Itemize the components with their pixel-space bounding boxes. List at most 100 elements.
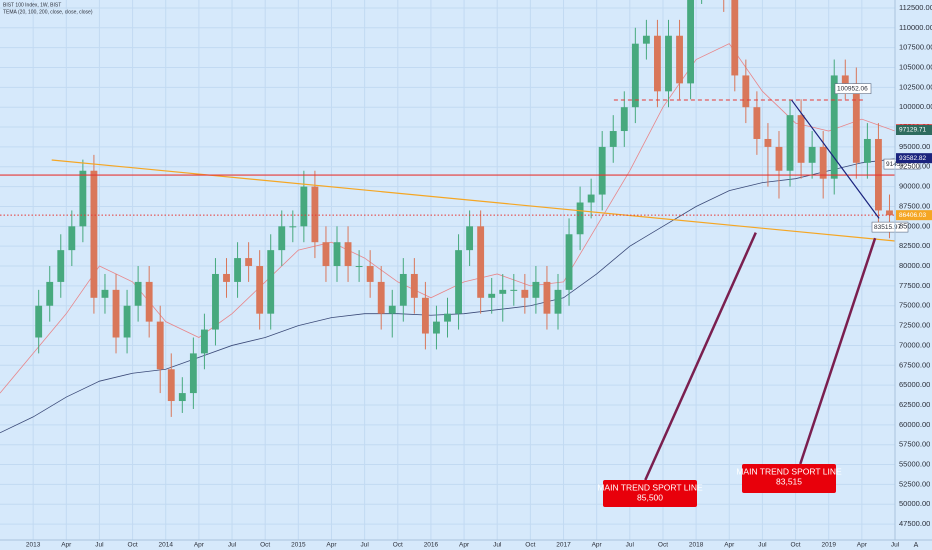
- x-tick-label: Apr: [61, 542, 72, 549]
- moving-average: [0, 43, 895, 394]
- y-tick-label: 87500.00: [899, 201, 930, 210]
- candle-body: [123, 305, 131, 338]
- annotation-text: 85,500: [637, 492, 663, 502]
- y-tick-label: 102500.00: [899, 82, 932, 91]
- chart-title: BIST 100 Index, 1W, BIST: [3, 2, 61, 8]
- candle-body: [322, 242, 330, 267]
- candle-body: [499, 289, 507, 294]
- price-tag-label: 86406.03: [899, 212, 926, 219]
- y-tick-label: 72500.00: [899, 321, 930, 330]
- callout-label: 83515.97: [874, 224, 901, 231]
- y-tick-label: 65000.00: [899, 380, 930, 389]
- y-tick-label: 107500.00: [899, 43, 932, 52]
- candle-body: [300, 186, 308, 227]
- x-tick-label: Apr: [459, 542, 470, 549]
- candle-body: [466, 226, 474, 251]
- candle-body: [57, 250, 65, 282]
- annotation-text: MAIN TREND SPORT LINE: [597, 482, 703, 492]
- candle-body: [676, 35, 683, 84]
- candle-body: [532, 281, 540, 298]
- candle-body: [200, 329, 208, 354]
- x-tick-label: Oct: [658, 542, 668, 549]
- candle-body: [333, 242, 341, 267]
- y-tick-label: 80000.00: [899, 261, 930, 270]
- candle-body: [156, 321, 164, 370]
- y-tick-label: 70000.00: [899, 340, 930, 349]
- x-tick-label: 2013: [26, 542, 41, 549]
- candle-body: [79, 170, 87, 227]
- candle-body: [841, 75, 849, 84]
- candle-body: [753, 107, 761, 139]
- callout-label: 100952.06: [837, 85, 868, 92]
- candle-body: [886, 210, 893, 216]
- candle-body: [654, 35, 661, 92]
- y-tick-label: 100000.00: [899, 102, 932, 111]
- y-tick-label: 50000.00: [899, 499, 930, 508]
- annotation-text: 83,515: [776, 476, 802, 486]
- annotation-box: [603, 480, 697, 507]
- candle-body: [421, 297, 429, 334]
- candle-body: [234, 258, 241, 282]
- y-tick-label: 62500.00: [899, 400, 930, 409]
- x-tick-label: 2018: [689, 542, 704, 549]
- y-tick-label: 60000.00: [899, 420, 930, 429]
- candle-body: [366, 266, 374, 282]
- x-tick-label: Jul: [95, 542, 104, 549]
- x-tick-label: Jul: [360, 542, 369, 549]
- price-tag: [896, 153, 932, 164]
- candle-body: [377, 281, 385, 314]
- y-tick-label: 112500.00: [899, 3, 932, 12]
- candle-body: [587, 194, 595, 203]
- indicator-title: TEMA (20, 100, 200, close, close, close): [3, 9, 93, 15]
- candle-body: [830, 75, 838, 179]
- y-tick-label: 75000.00: [899, 301, 930, 310]
- candle-body: [764, 138, 772, 147]
- x-tick-label: Apr: [857, 542, 868, 549]
- x-tick-label: Jul: [493, 542, 502, 549]
- candle-body: [687, 0, 695, 84]
- x-tick-label: Oct: [525, 542, 535, 549]
- x-tick-label: Oct: [260, 542, 270, 549]
- price-tag: [896, 124, 932, 135]
- candle-body: [455, 250, 462, 314]
- candle-body: [576, 202, 584, 235]
- candle-body: [35, 305, 43, 338]
- candle-body: [731, 0, 739, 76]
- candle-body: [543, 281, 551, 314]
- x-tick-label: Jul: [228, 542, 237, 549]
- y-tick-label: 105000.00: [899, 62, 932, 71]
- candle-body: [488, 293, 496, 298]
- x-tick-label: Apr: [724, 542, 735, 549]
- candle-body: [311, 186, 319, 243]
- candle-body: [444, 313, 451, 322]
- x-tick-label: 2014: [159, 542, 174, 549]
- candle-body: [46, 281, 54, 306]
- candle-body: [344, 242, 352, 267]
- callout-box: [834, 83, 872, 94]
- candle-body: [145, 281, 153, 322]
- candle-body: [642, 35, 650, 44]
- y-tick-label: 52500.00: [899, 479, 930, 488]
- candle-body: [808, 146, 816, 163]
- annotation-text: MAIN TREND SPORT LINE: [736, 466, 842, 476]
- y-tick-label: 110000.00: [899, 23, 932, 32]
- annotation-box: [742, 464, 836, 493]
- x-tick-label: 2017: [556, 542, 571, 549]
- candle-body: [90, 170, 98, 298]
- candle-body: [852, 83, 860, 163]
- candle-body: [101, 289, 109, 298]
- candle-body: [775, 146, 783, 171]
- x-tick-label: Oct: [128, 542, 138, 549]
- x-tick-label: Oct: [393, 542, 403, 549]
- y-tick-label: 82500.00: [899, 241, 930, 250]
- candle-body: [598, 146, 606, 195]
- y-tick-label: 47500.00: [899, 519, 930, 528]
- x-tick-label: Jul: [891, 542, 900, 549]
- candle-body: [819, 146, 827, 179]
- x-tick-label: Jul: [758, 542, 767, 549]
- annotation-pointer: [799, 237, 877, 465]
- price-tag: [896, 210, 932, 221]
- auto-scale-button[interactable]: A: [914, 542, 919, 549]
